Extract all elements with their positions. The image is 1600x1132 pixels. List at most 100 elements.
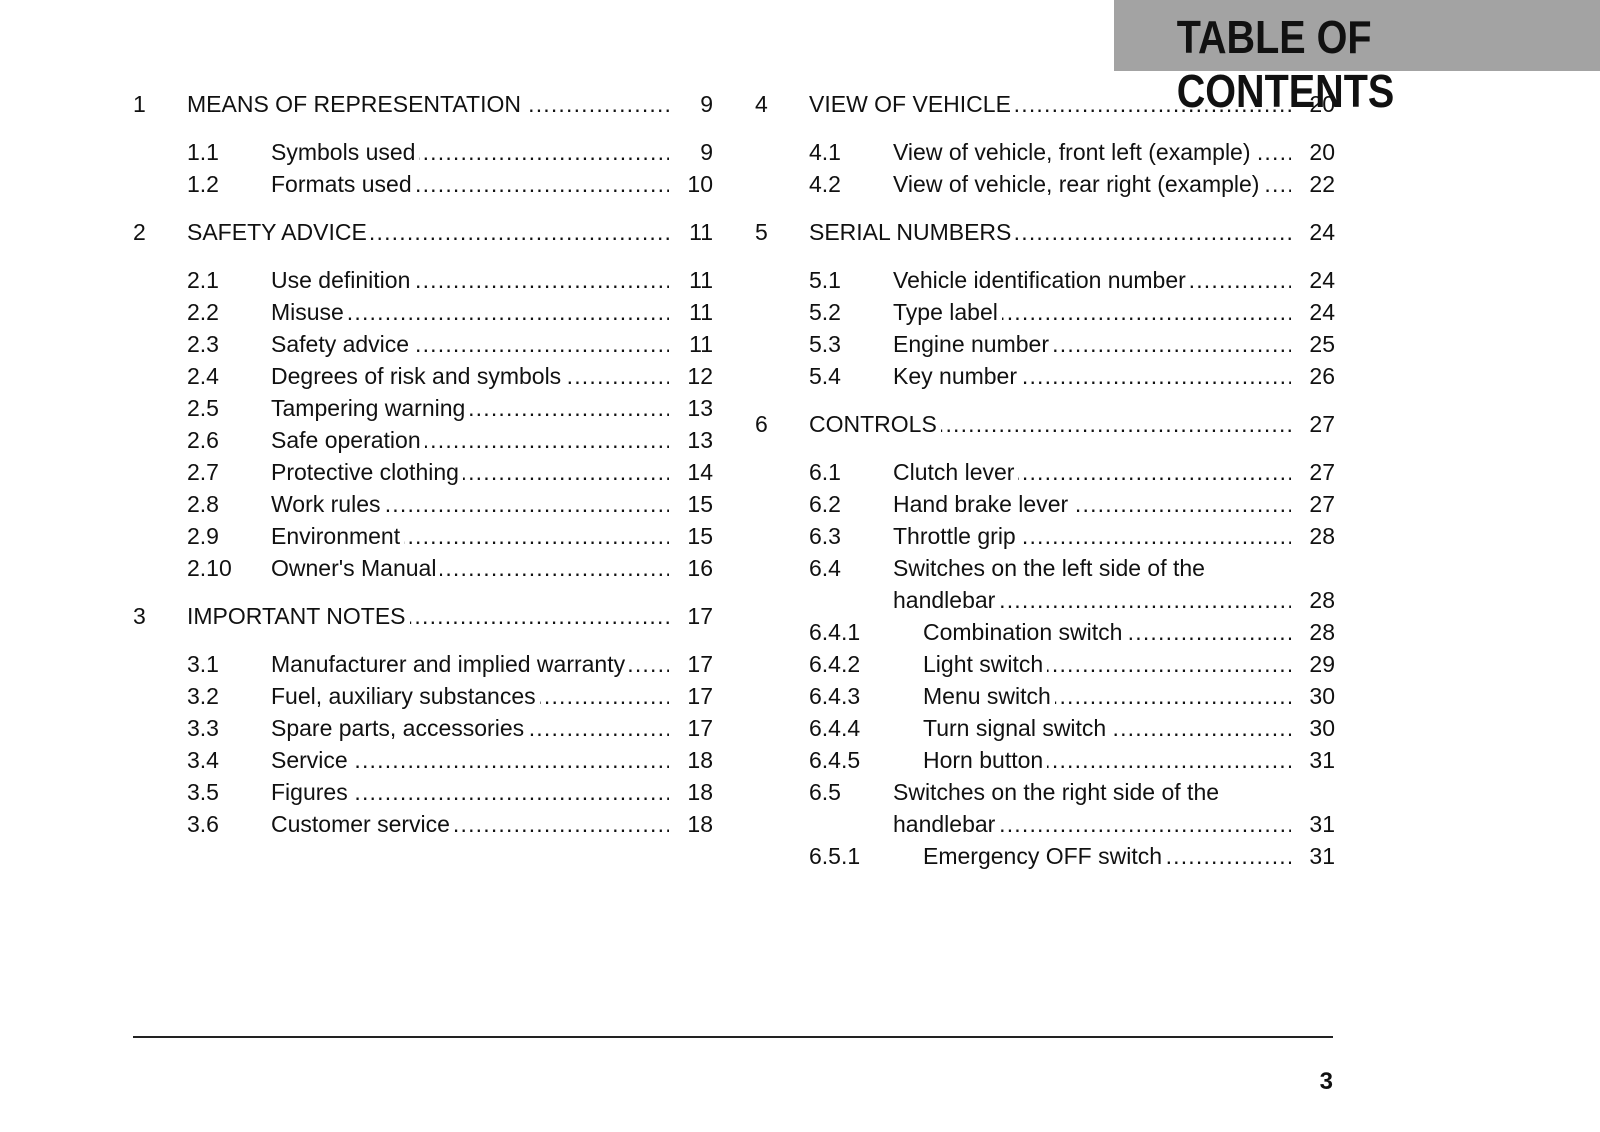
entry-title: Vehicle identification number — [893, 264, 1291, 296]
entry-title: SAFETY ADVICE — [187, 216, 669, 248]
entry-number: 2.6 — [187, 427, 219, 453]
entry-title: Switches on the left side of the handleb… — [893, 552, 1291, 616]
entry-title: Tampering warning — [271, 392, 669, 424]
section-entry: 3.1 Manufacturer and implied warranty 17 — [133, 648, 713, 680]
entry-page: 17 — [687, 683, 713, 709]
entry-number: 6.4.1 — [809, 619, 861, 645]
entry-page: 27 — [1309, 459, 1335, 485]
entry-page: 17 — [687, 603, 713, 629]
entry-title-text: MEANS OF REPRESENTATION — [187, 91, 525, 117]
entry-title: Spare parts, accessories — [271, 712, 669, 744]
entry-number: 3.6 — [187, 811, 219, 837]
entry-number: 6.4.3 — [809, 683, 861, 709]
entry-page: 18 — [687, 747, 713, 773]
entry-title: SERIAL NUMBERS — [809, 216, 1291, 248]
entry-title: MEANS OF REPRESENTATION — [187, 88, 669, 120]
entry-title-text: Menu switch — [923, 683, 1055, 709]
entry-title-text: SERIAL NUMBERS — [809, 219, 1016, 245]
entry-number: 6.4 — [809, 555, 841, 581]
entry-title: Owner's Manual — [271, 552, 669, 584]
entry-number: 3.2 — [187, 683, 219, 709]
entry-title-text: Vehicle identification number — [893, 267, 1190, 293]
toc-column: 4 VIEW OF VEHICLE 20 4.1 View of vehicle, fr… — [755, 88, 1335, 872]
entry-page: 24 — [1309, 299, 1335, 325]
entry-page: 30 — [1309, 715, 1335, 741]
entry-number: 2.9 — [187, 523, 219, 549]
entry-number: 2.8 — [187, 491, 219, 517]
header-band: TABLE OF CONTENTS — [1114, 0, 1600, 117]
entry-number: 6.5.1 — [809, 843, 861, 869]
section-entry: 5.3 Engine number 25 — [755, 328, 1335, 360]
section-entry: 6.3 Throttle grip 28 — [755, 520, 1335, 552]
footer-rule — [133, 1036, 1333, 1038]
entry-title: Emergency OFF switch — [923, 840, 1291, 872]
section-entry: 4.1 View of vehicle, front left (example)… — [755, 136, 1335, 168]
entry-title: Throttle grip — [893, 520, 1291, 552]
section-entry: 6.4.3 Menu switch 30 — [755, 680, 1335, 712]
entry-page: 30 — [1309, 683, 1335, 709]
section-entry: 6.2 Hand brake lever 27 — [755, 488, 1335, 520]
entry-page: 22 — [1309, 171, 1335, 197]
entry-title-text: IMPORTANT NOTES — [187, 603, 410, 629]
entry-title-text: Use definition — [271, 267, 415, 293]
entry-title-text: Emergency OFF switch — [923, 843, 1166, 869]
entry-title: Misuse — [271, 296, 669, 328]
entry-page: 11 — [689, 267, 713, 293]
chapter-entry: 3 IMPORTANT NOTES 17 — [133, 600, 713, 632]
entry-title-text: Formats used — [271, 171, 416, 197]
chapter-entry: 2 SAFETY ADVICE 11 — [133, 216, 713, 248]
entry-title-text: SAFETY ADVICE — [187, 219, 371, 245]
entry-title-text: Manufacturer and implied warranty — [271, 651, 630, 677]
entry-title: VIEW OF VEHICLE — [809, 88, 1291, 120]
entry-title-text: Type label — [893, 299, 1002, 325]
entry-title-text: Spare parts, accessories — [271, 715, 529, 741]
chapter-entry: 6 CONTROLS 27 — [755, 408, 1335, 440]
entry-title: Switches on the right side of the handle… — [893, 776, 1291, 840]
entry-title-text: Safety advice — [271, 331, 414, 357]
entry-number: 4.2 — [809, 171, 841, 197]
entry-page: 28 — [1309, 523, 1335, 549]
entry-number: 4.1 — [809, 139, 841, 165]
entry-number: 5.2 — [809, 299, 841, 325]
entry-title: Horn button — [923, 744, 1291, 776]
entry-title-text: Turn signal switch — [923, 715, 1111, 741]
entry-page: 28 — [1309, 587, 1335, 613]
entry-number: 3.5 — [187, 779, 219, 805]
entry-title: Key number — [893, 360, 1291, 392]
section-entry: 6.4.2 Light switch 29 — [755, 648, 1335, 680]
section-entry: 3.2 Fuel, auxiliary substances 17 — [133, 680, 713, 712]
section-entry: 2.10 Owner's Manual 16 — [133, 552, 713, 584]
entry-title-text: Owner's Manual — [271, 555, 441, 581]
section-entry: 1.2 Formats used 10 — [133, 168, 713, 200]
entry-page: 14 — [687, 459, 713, 485]
entry-title-text: Switches on the right side of the handle… — [893, 779, 1220, 837]
entry-page: 20 — [1309, 139, 1335, 165]
section-entry: 5.1 Vehicle identification number 24 — [755, 264, 1335, 296]
entry-title: Fuel, auxiliary substances — [271, 680, 669, 712]
entry-title: Environment — [271, 520, 669, 552]
entry-title-text: Misuse — [271, 299, 348, 325]
entry-page: 27 — [1309, 411, 1335, 437]
entry-title-text: Key number — [893, 363, 1022, 389]
section-entry: 3.5 Figures 18 — [133, 776, 713, 808]
entry-title: Type label — [893, 296, 1291, 328]
chapter-entry: 4 VIEW OF VEHICLE 20 — [755, 88, 1335, 120]
entry-title-text: Work rules — [271, 491, 385, 517]
entry-title-text: View of vehicle, front left (example) — [893, 139, 1255, 165]
entry-number: 1 — [133, 91, 146, 117]
entry-title-text: Figures — [271, 779, 352, 805]
entry-number: 6.5 — [809, 779, 841, 805]
entry-page: 31 — [1309, 843, 1335, 869]
entry-number: 6.3 — [809, 523, 841, 549]
section-entry: 2.1 Use definition 11 — [133, 264, 713, 296]
entry-page: 16 — [687, 555, 713, 581]
entry-title-text: VIEW OF VEHICLE — [809, 91, 1015, 117]
entry-number: 6 — [755, 411, 768, 437]
entry-title: Symbols used — [271, 136, 669, 168]
toc-column: 1 MEANS OF REPRESENTATION 9 1.1 Symbols used… — [133, 88, 713, 840]
entry-title: Work rules — [271, 488, 669, 520]
entry-page: 24 — [1309, 219, 1335, 245]
entry-number: 3.3 — [187, 715, 219, 741]
entry-page: 27 — [1309, 491, 1335, 517]
